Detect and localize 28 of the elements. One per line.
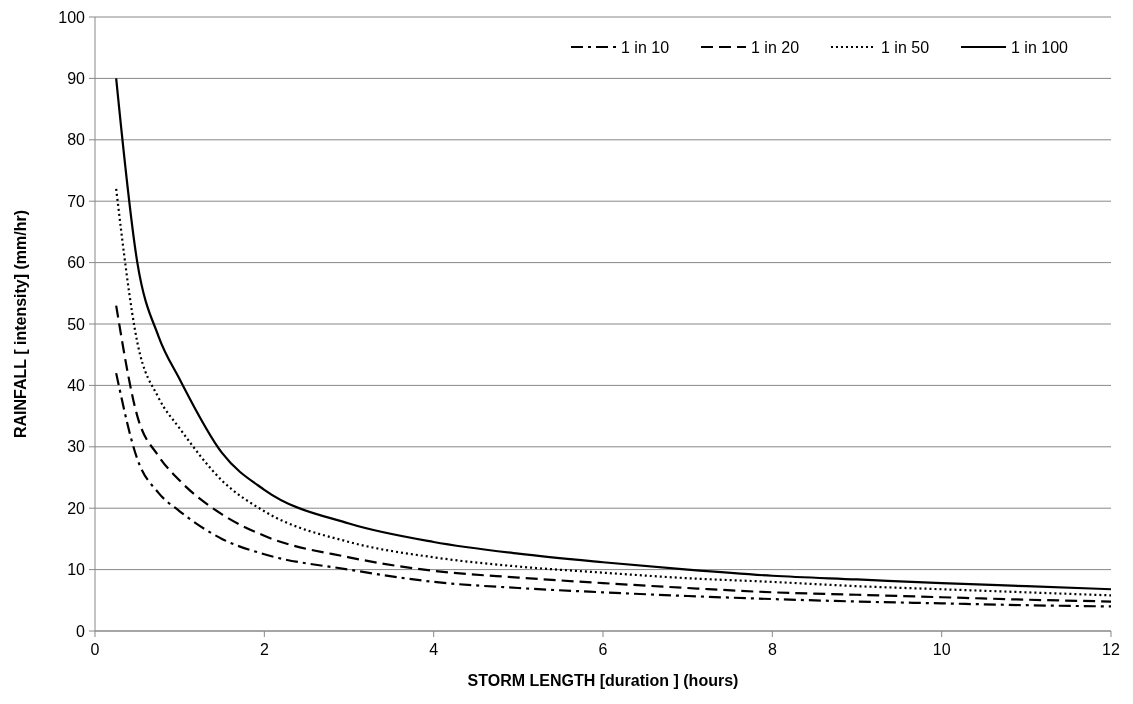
y-tick-label: 0 [76,622,86,640]
y-tick-label: 60 [67,254,86,272]
y-axis-title: RAINFALL [ intensity] (mm/hr) [12,209,29,439]
x-tick-label: 8 [767,641,777,658]
x-tick-label: 6 [598,641,608,658]
legend-label: 1 in 10 [621,38,670,56]
legend-label: 1 in 20 [751,38,800,56]
x-tick-label: 10 [932,641,951,658]
x-tick-label: 0 [90,641,100,658]
x-axis-title: STORM LENGTH [duration ] (hours) [467,672,739,689]
y-tick-label: 100 [58,8,86,26]
y-tick-label: 20 [67,499,86,517]
y-tick-label: 80 [67,131,86,149]
line-series [115,372,1113,608]
legend-label: 1 in 50 [881,38,930,56]
y-tick-label: 70 [67,192,86,210]
line-series [115,304,1113,603]
y-tick-label: 50 [67,315,86,333]
y-tick-label: 90 [67,70,86,87]
line-series [115,77,1113,591]
y-tick-label: 30 [67,438,86,456]
x-tick-label: 12 [1102,641,1120,658]
x-tick-label: 2 [259,641,269,658]
x-tick-label: 4 [429,641,439,658]
y-tick-label: 10 [67,561,86,579]
y-tick-label: 40 [67,377,86,394]
line-series [115,187,1113,597]
legend-label: 1 in 100 [1011,38,1069,56]
